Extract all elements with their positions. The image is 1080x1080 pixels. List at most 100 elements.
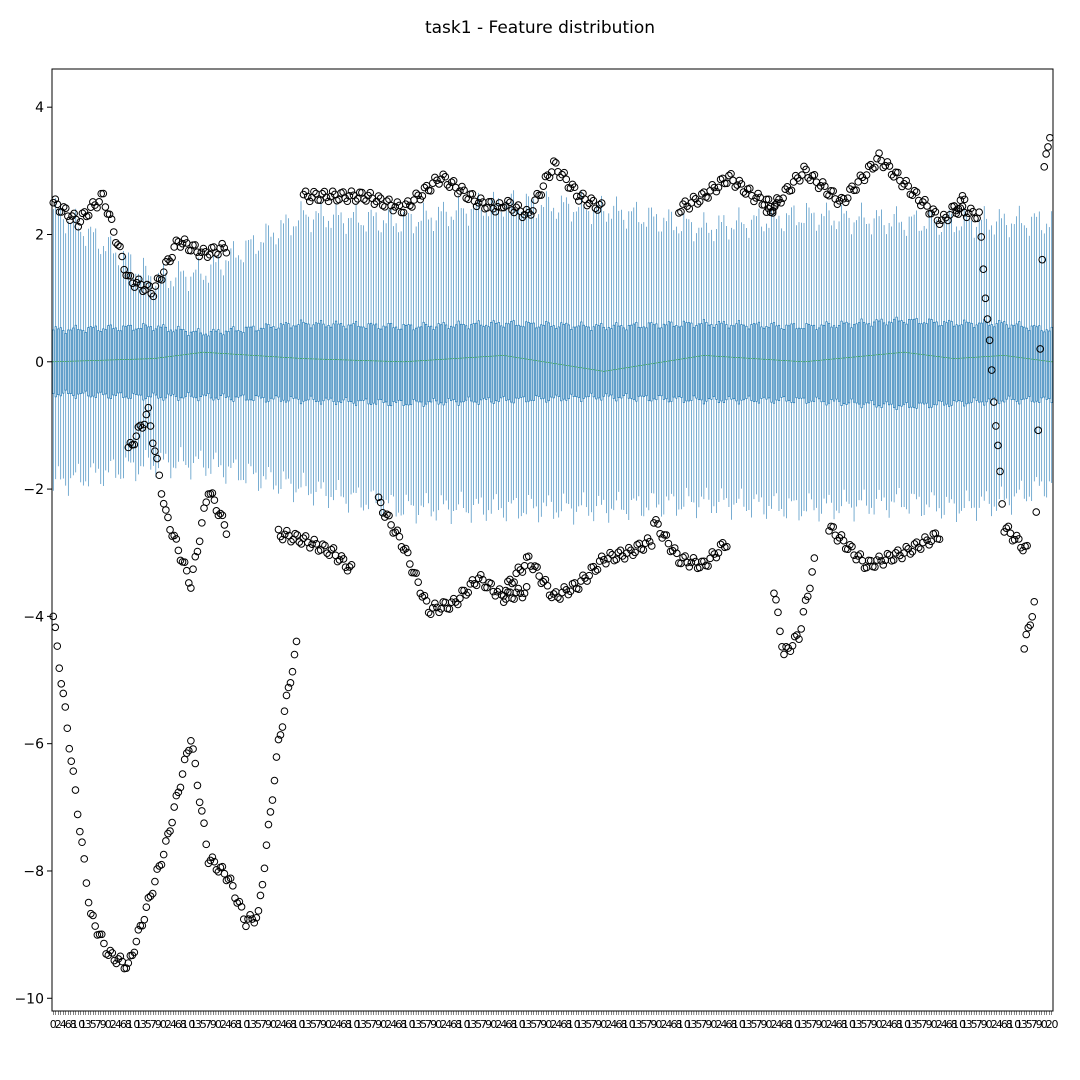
box bbox=[487, 326, 490, 399]
box bbox=[490, 322, 493, 403]
outlier-point bbox=[218, 862, 227, 871]
outlier-point bbox=[520, 589, 529, 598]
box bbox=[1020, 325, 1023, 400]
box bbox=[197, 328, 200, 402]
box bbox=[585, 326, 588, 398]
box bbox=[109, 324, 112, 400]
outlier-point bbox=[780, 650, 788, 659]
box bbox=[570, 329, 573, 395]
box bbox=[485, 324, 488, 400]
outlier-point bbox=[318, 189, 327, 198]
box bbox=[555, 328, 558, 396]
y-tick-label: −8 bbox=[23, 864, 44, 880]
outlier-point bbox=[220, 869, 229, 878]
box bbox=[980, 322, 983, 403]
box bbox=[299, 319, 303, 405]
outlier-point bbox=[533, 189, 541, 198]
outlier-point bbox=[1026, 621, 1035, 629]
outlier-point bbox=[168, 818, 176, 827]
outlier-point bbox=[595, 200, 604, 209]
box bbox=[923, 322, 926, 405]
outlier-point bbox=[1006, 529, 1015, 538]
box bbox=[550, 326, 553, 398]
outlier-point bbox=[566, 184, 575, 193]
y-tick-label: −6 bbox=[23, 737, 44, 753]
box bbox=[324, 326, 328, 399]
box bbox=[665, 324, 668, 400]
outlier-point bbox=[268, 796, 277, 804]
x-tick-label: 3 bbox=[415, 1018, 422, 1031]
outlier-point bbox=[295, 538, 304, 546]
x-tick-label: 9 bbox=[320, 1018, 327, 1031]
box bbox=[820, 324, 823, 403]
x-tick-label: 10 bbox=[732, 1018, 746, 1031]
box bbox=[632, 323, 635, 400]
box bbox=[362, 326, 365, 401]
box bbox=[119, 330, 122, 394]
x-tick-label: 8 bbox=[290, 1018, 297, 1031]
outlier-point bbox=[464, 588, 473, 597]
box bbox=[359, 326, 363, 401]
box bbox=[1015, 323, 1018, 402]
x-tick-label: 5 bbox=[530, 1018, 537, 1031]
x-tick-label: 7 bbox=[755, 1018, 762, 1031]
outlier-point bbox=[585, 199, 594, 208]
x-tick-label: 7 bbox=[205, 1018, 212, 1031]
outlier-point bbox=[788, 641, 797, 650]
outlier-point bbox=[460, 186, 468, 195]
outlier-point bbox=[316, 196, 324, 205]
outlier-point bbox=[631, 548, 639, 557]
outlier-point bbox=[762, 195, 771, 204]
outlier-point bbox=[487, 579, 495, 588]
outlier-point bbox=[1040, 163, 1049, 171]
box bbox=[732, 325, 736, 400]
box bbox=[264, 323, 268, 403]
outlier-point bbox=[116, 242, 124, 251]
outlier-point bbox=[198, 519, 206, 527]
outlier-point bbox=[132, 432, 141, 440]
box bbox=[755, 323, 758, 402]
box bbox=[892, 318, 896, 408]
box bbox=[174, 329, 177, 397]
x-tick-label: 9 bbox=[871, 1018, 878, 1031]
outlier-point bbox=[470, 197, 479, 206]
box bbox=[672, 326, 675, 398]
outlier-point bbox=[216, 509, 225, 518]
x-tick-label: 10 bbox=[181, 1018, 195, 1031]
x-tick-label: 1 bbox=[795, 1018, 802, 1031]
box bbox=[933, 322, 936, 405]
outlier-point bbox=[78, 838, 86, 847]
outlier-point bbox=[779, 194, 787, 203]
outlier-point bbox=[512, 203, 521, 212]
outlier-point bbox=[908, 547, 917, 556]
outlier-point bbox=[927, 537, 936, 546]
x-tick-label: 1 bbox=[520, 1018, 527, 1031]
outlier-point bbox=[195, 252, 204, 261]
outlier-point bbox=[862, 171, 871, 179]
x-tick-label: 7 bbox=[921, 1018, 928, 1031]
x-tick-label: 8 bbox=[1006, 1018, 1013, 1031]
box bbox=[339, 323, 343, 403]
outlier-point bbox=[305, 197, 314, 206]
box bbox=[612, 324, 615, 399]
box bbox=[102, 328, 105, 396]
box bbox=[154, 328, 157, 396]
outlier-point bbox=[229, 882, 237, 890]
outlier-point bbox=[140, 915, 149, 924]
x-tick-label: 5 bbox=[861, 1018, 868, 1031]
box bbox=[792, 323, 796, 404]
outlier-point bbox=[1042, 150, 1050, 158]
outlier-point bbox=[962, 213, 971, 222]
box bbox=[274, 329, 278, 397]
outlier-point bbox=[843, 545, 852, 554]
box bbox=[289, 327, 293, 397]
outlier-point bbox=[101, 203, 110, 211]
x-tick-label: 0 bbox=[876, 1018, 883, 1031]
outlier-point bbox=[998, 500, 1006, 508]
box bbox=[1038, 325, 1041, 403]
x-tick-label: 1 bbox=[300, 1018, 307, 1031]
outlier-point bbox=[208, 489, 217, 497]
outlier-point bbox=[839, 536, 848, 545]
outlier-point bbox=[804, 174, 812, 182]
outlier-point bbox=[654, 520, 662, 528]
